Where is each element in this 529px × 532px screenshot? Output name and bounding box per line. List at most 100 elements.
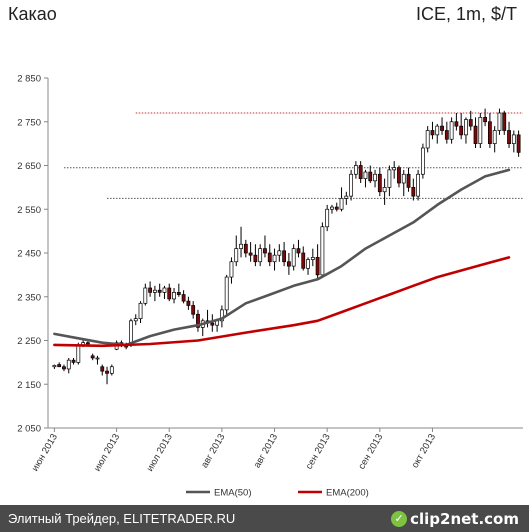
x-tick-label: сен 2013 bbox=[356, 432, 385, 471]
ema-series-line bbox=[53, 168, 511, 347]
candle-body bbox=[176, 292, 181, 295]
y-tick-label: 2 650 bbox=[17, 161, 41, 172]
candle-body bbox=[219, 309, 224, 322]
candle-body bbox=[459, 125, 464, 136]
candle-body bbox=[507, 130, 511, 144]
candle-body bbox=[162, 287, 167, 293]
candle-body bbox=[339, 197, 344, 210]
candle-body bbox=[148, 287, 153, 293]
candlesticks bbox=[52, 108, 521, 385]
candle-body bbox=[172, 292, 176, 300]
candle-body bbox=[90, 355, 95, 359]
candle-body bbox=[181, 294, 186, 302]
candle-body bbox=[186, 300, 191, 306]
candle-body bbox=[440, 125, 444, 131]
candle-body bbox=[52, 365, 57, 368]
candle-body bbox=[296, 248, 301, 254]
candle-body bbox=[449, 121, 454, 140]
candle-body bbox=[373, 173, 377, 182]
candle-body bbox=[301, 252, 306, 269]
candle-body bbox=[334, 206, 339, 210]
candle-body bbox=[425, 130, 430, 149]
level-lines bbox=[63, 112, 523, 199]
candle-body bbox=[315, 257, 320, 276]
candle-body bbox=[105, 370, 109, 374]
candle-body bbox=[253, 254, 258, 263]
candle-body bbox=[229, 261, 234, 278]
candle-body bbox=[392, 167, 397, 171]
candle-body bbox=[133, 318, 138, 322]
candle-body bbox=[473, 125, 478, 144]
chart-legend: EMA(50) EMA(200) bbox=[186, 488, 369, 499]
candle-body bbox=[152, 289, 157, 293]
candle-body bbox=[377, 173, 382, 193]
candle-body bbox=[368, 171, 373, 182]
candle-body bbox=[138, 302, 143, 319]
candle-body bbox=[397, 167, 401, 184]
candle-body bbox=[258, 248, 263, 263]
y-tick-label: 2 850 bbox=[17, 74, 41, 85]
ema-lines bbox=[53, 168, 511, 348]
candle-body bbox=[71, 359, 76, 363]
candle-body bbox=[191, 305, 196, 315]
candle-body bbox=[344, 195, 349, 199]
candle-body bbox=[310, 257, 315, 260]
candle-body bbox=[109, 366, 114, 374]
candle-body bbox=[478, 117, 483, 144]
candle-body bbox=[497, 112, 502, 131]
candle-body bbox=[234, 248, 239, 263]
candle-body bbox=[330, 206, 334, 210]
candle-body bbox=[243, 243, 248, 254]
y-tick-label: 2 150 bbox=[17, 380, 41, 391]
x-tick-label: авг 2013 bbox=[199, 432, 227, 470]
chart-axes bbox=[44, 77, 523, 432]
instrument-label: ICE, 1m, $/T bbox=[415, 4, 517, 24]
candle-body bbox=[224, 276, 229, 311]
candle-body bbox=[406, 173, 411, 188]
y-tick-label: 2 350 bbox=[17, 292, 41, 303]
candle-body bbox=[167, 287, 172, 300]
candle-body bbox=[483, 117, 488, 123]
candle-body bbox=[267, 252, 272, 263]
candle-body bbox=[349, 173, 354, 197]
candle-body bbox=[210, 322, 215, 326]
candle-body bbox=[358, 165, 363, 179]
candle-body bbox=[353, 165, 358, 175]
candle-body bbox=[468, 119, 473, 127]
source-credit: Элитный Трейдер, ELITETRADER.RU bbox=[8, 511, 236, 526]
candle-body bbox=[129, 320, 133, 346]
candle-body bbox=[487, 121, 492, 144]
y-tick-label: 2 050 bbox=[17, 424, 41, 435]
x-tick-label: июл 2013 bbox=[92, 432, 122, 473]
candle-body bbox=[282, 250, 287, 263]
candle-body bbox=[291, 248, 296, 267]
x-axis-labels: июн 2013 июл 2013 июл 2013 авг 2013 авг 2013… bbox=[30, 432, 438, 473]
candle-body bbox=[320, 226, 325, 276]
candle-body bbox=[277, 250, 282, 256]
candle-body bbox=[401, 173, 406, 184]
candle-body bbox=[62, 366, 66, 370]
candle-body bbox=[430, 130, 435, 136]
candle-body bbox=[66, 359, 71, 370]
candle-body bbox=[454, 121, 459, 127]
candle-body bbox=[387, 169, 392, 188]
candle-body bbox=[263, 248, 267, 254]
candle-body bbox=[95, 357, 100, 360]
candle-body bbox=[435, 125, 440, 136]
candle-body bbox=[492, 130, 497, 144]
candle-body bbox=[464, 119, 468, 136]
candle-body bbox=[502, 112, 507, 131]
candle-body bbox=[516, 134, 521, 153]
candle-body bbox=[76, 344, 81, 363]
candle-body bbox=[411, 187, 416, 197]
candle-body bbox=[511, 134, 516, 144]
candle-body bbox=[306, 259, 310, 269]
y-tick-label: 2 250 bbox=[17, 336, 41, 347]
clip2net-logo-icon: ✓ bbox=[391, 510, 408, 527]
candle-body bbox=[157, 289, 162, 293]
candle-body bbox=[85, 342, 90, 345]
chart-title: Какао bbox=[8, 4, 57, 24]
x-tick-label: окт 2013 bbox=[410, 432, 438, 470]
x-tick-label: июн 2013 bbox=[30, 432, 60, 473]
price-chart: 2 050 2 150 2 250 2 350 2 450 2 550 2 650 2 750… bbox=[17, 74, 523, 499]
